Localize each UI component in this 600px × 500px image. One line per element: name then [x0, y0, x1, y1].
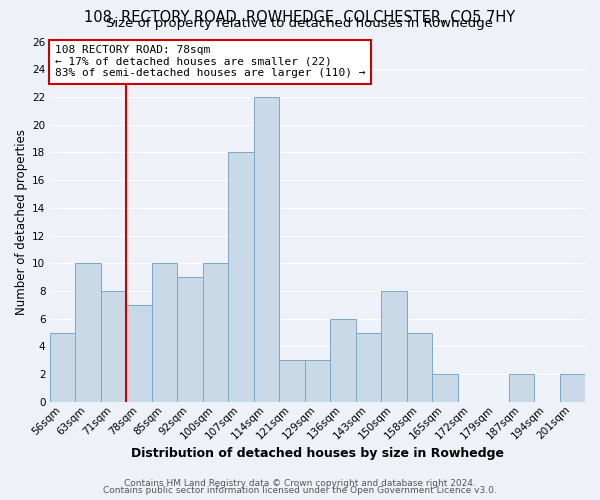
Bar	[560, 374, 585, 402]
Bar	[50, 332, 75, 402]
Bar	[330, 318, 356, 402]
Text: Contains HM Land Registry data © Crown copyright and database right 2024.: Contains HM Land Registry data © Crown c…	[124, 478, 476, 488]
Bar	[152, 263, 177, 402]
Text: Contains public sector information licensed under the Open Government Licence v3: Contains public sector information licen…	[103, 486, 497, 495]
Text: 108 RECTORY ROAD: 78sqm
← 17% of detached houses are smaller (22)
83% of semi-de: 108 RECTORY ROAD: 78sqm ← 17% of detache…	[55, 45, 365, 78]
Bar	[203, 263, 228, 402]
Bar	[279, 360, 305, 402]
Bar	[381, 291, 407, 402]
Bar	[254, 97, 279, 402]
Bar	[228, 152, 254, 402]
Bar	[407, 332, 432, 402]
Bar	[126, 305, 152, 402]
Bar	[432, 374, 458, 402]
Text: Size of property relative to detached houses in Rowhedge: Size of property relative to detached ho…	[107, 18, 493, 30]
X-axis label: Distribution of detached houses by size in Rowhedge: Distribution of detached houses by size …	[131, 447, 504, 460]
Bar	[356, 332, 381, 402]
Bar	[75, 263, 101, 402]
Bar	[305, 360, 330, 402]
Bar	[177, 277, 203, 402]
Y-axis label: Number of detached properties: Number of detached properties	[15, 128, 28, 314]
Bar	[101, 291, 126, 402]
Bar	[509, 374, 534, 402]
Text: 108, RECTORY ROAD, ROWHEDGE, COLCHESTER, CO5 7HY: 108, RECTORY ROAD, ROWHEDGE, COLCHESTER,…	[85, 10, 515, 25]
